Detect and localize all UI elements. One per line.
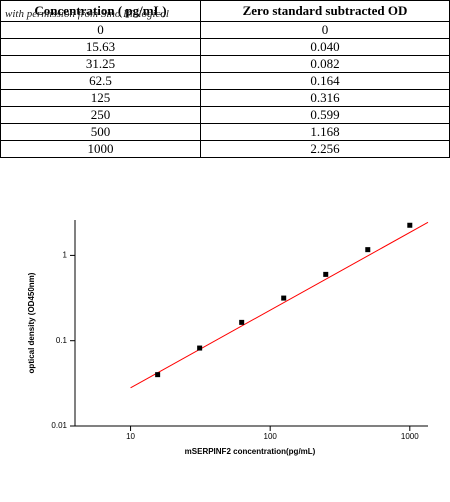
header-text: Concentration ( pg/mL) <box>34 3 167 18</box>
table-row: 250 0.599 <box>0 106 450 124</box>
data-point <box>407 222 413 228</box>
table-cell: 125 <box>0 89 201 107</box>
header-row: Concentration ( pg/mL) with permission fr… <box>0 0 450 22</box>
table-row: 500 1.168 <box>0 123 450 141</box>
x-axis-title: mSERPINF2 concentration(pg/mL) <box>185 447 316 456</box>
header-cell: Zero standard subtracted OD <box>200 0 450 22</box>
table-cell: 0.164 <box>200 72 450 90</box>
y-tick-label: 0.1 <box>56 336 68 345</box>
table-row: 31.25 0.082 <box>0 55 450 73</box>
table-cell: 0 <box>0 21 201 39</box>
table-cell: 0.599 <box>200 106 450 124</box>
y-tick-label: 1 <box>63 251 68 260</box>
data-table: Concentration ( pg/mL) with permission fr… <box>0 0 450 158</box>
table-cell: 0.082 <box>200 55 450 73</box>
data-point <box>239 319 245 325</box>
table-row: 125 0.316 <box>0 89 450 107</box>
data-point <box>155 372 161 378</box>
chart: mSERPINF2 concentration(pg/mL) optical d… <box>27 220 429 456</box>
data-point <box>365 247 371 253</box>
x-tick-label: 100 <box>264 432 278 441</box>
table-row: 62.5 0.164 <box>0 72 450 90</box>
table-body: 0 0 15.63 0.040 31.25 0.082 62.5 0.164 125 0.316 2… <box>0 21 450 158</box>
x-tick-label: 1000 <box>401 432 419 441</box>
data-point <box>281 295 287 301</box>
table-cell: 500 <box>0 123 201 141</box>
table-cell: 0 <box>200 21 450 39</box>
table-cell: 1.168 <box>200 123 450 141</box>
data-point <box>323 271 329 277</box>
table-cell: 2.256 <box>200 140 450 158</box>
table-row: 1000 2.256 <box>0 140 450 158</box>
x-tick-label: 10 <box>126 432 135 441</box>
data-point <box>197 345 203 351</box>
y-tick-label: 0.01 <box>51 421 67 430</box>
header-cell: Concentration ( pg/mL) with permission fr… <box>0 0 201 22</box>
table-row: 15.63 0.040 <box>0 38 450 56</box>
table-cell: 62.5 <box>0 72 201 90</box>
table-cell: 1000 <box>0 140 201 158</box>
fit-line <box>130 221 429 389</box>
table-cell: 31.25 <box>0 55 201 73</box>
table-cell: 15.63 <box>0 38 201 56</box>
table-cell: 0.040 <box>200 38 450 56</box>
table-cell: 250 <box>0 106 201 124</box>
table-cell: 0.316 <box>200 89 450 107</box>
watermark: with permission from Sino Biological <box>5 8 169 20</box>
y-axis-title: optical density (OD450nm) <box>27 272 36 373</box>
